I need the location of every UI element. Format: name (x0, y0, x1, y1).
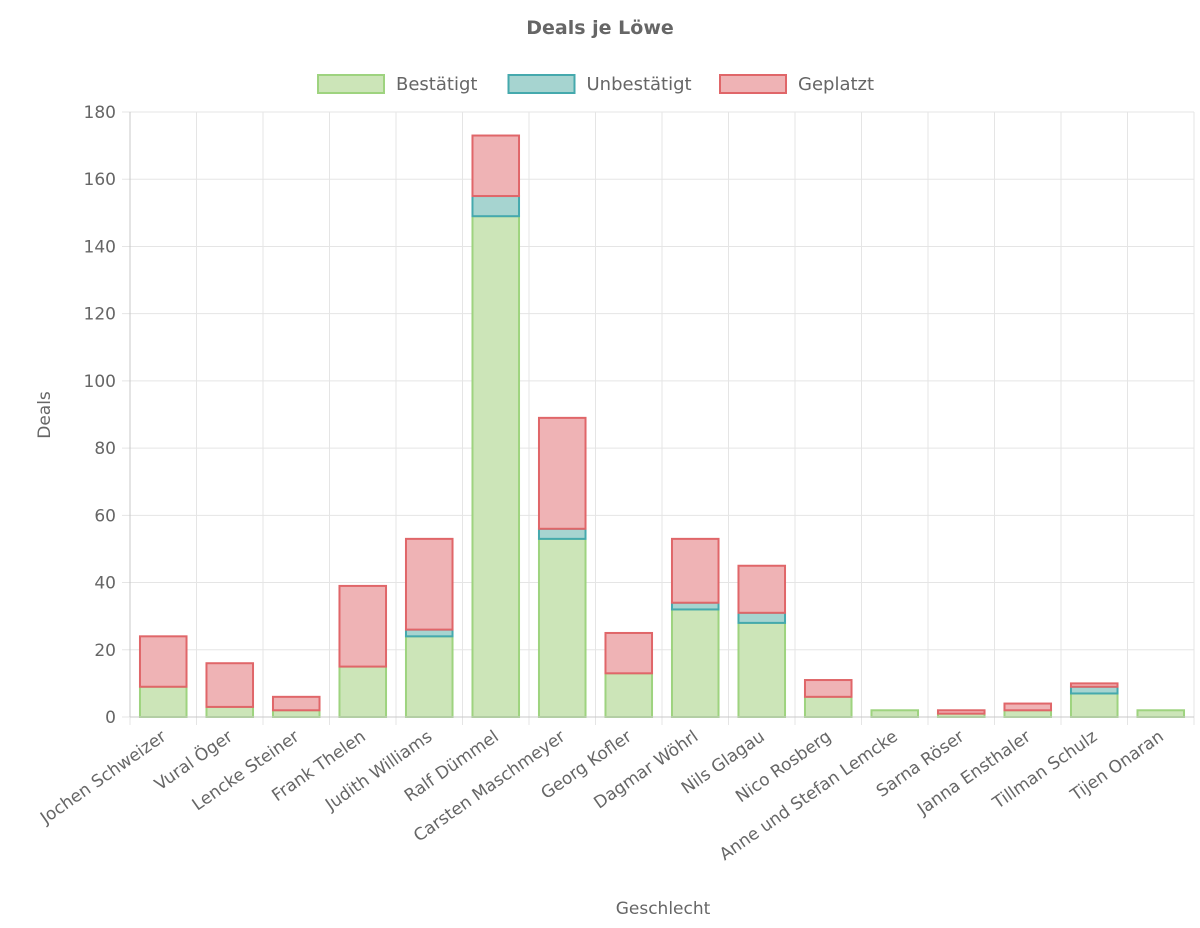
bar-geplatzt-ralf-dummel[interactable] (471, 134, 521, 198)
bar-bestatigt-lencke-steiner[interactable] (271, 709, 321, 718)
bar-bestatigt-frank-thelen[interactable] (338, 665, 388, 718)
bar-bestatigt-dagmar-wohrl[interactable] (670, 608, 720, 719)
bar-geplatzt-jochen-schweizer[interactable] (138, 635, 188, 688)
bar-bestatigt-judith-williams[interactable] (404, 635, 454, 718)
bar-geplatzt-sarna-roser[interactable] (936, 709, 986, 715)
bar-geplatzt-janna-ensthaler[interactable] (1003, 702, 1053, 712)
legend-swatch (719, 74, 787, 94)
y-tick-label: 160 (84, 170, 116, 190)
y-tick-label: 60 (94, 506, 116, 526)
bar-geplatzt-vural-oger[interactable] (205, 662, 255, 708)
bar-bestatigt-janna-ensthaler[interactable] (1003, 709, 1053, 718)
bar-bestatigt-jochen-schweizer[interactable] (138, 685, 188, 718)
x-tick-label: Janna Ensthaler (913, 727, 1034, 820)
chart-title: Deals je Löwe (526, 17, 674, 39)
bar-unbestatigt-dagmar-wohrl[interactable] (670, 601, 720, 611)
bar-bestatigt-georg-kofler[interactable] (604, 672, 654, 718)
y-tick-label: 140 (84, 237, 116, 257)
bar-bestatigt-anne-und-stefan-lemcke[interactable] (870, 709, 920, 718)
bar-unbestatigt-tillman-schulz[interactable] (1069, 685, 1119, 695)
legend-label: Unbestätigt (587, 74, 692, 95)
bar-bestatigt-tillman-schulz[interactable] (1069, 692, 1119, 719)
bar-unbestatigt-nils-glagau[interactable] (737, 611, 787, 624)
bar-geplatzt-georg-kofler[interactable] (604, 631, 654, 675)
bar-bestatigt-ralf-dummel[interactable] (471, 215, 521, 718)
legend-label: Geplatzt (798, 74, 874, 95)
legend-swatch (317, 74, 385, 94)
y-tick-label: 120 (84, 305, 116, 325)
y-tick-label: 180 (84, 103, 116, 123)
x-axis-title: Geschlecht (616, 899, 711, 919)
bar-geplatzt-dagmar-wohrl[interactable] (670, 537, 720, 604)
y-tick-label: 80 (94, 439, 116, 459)
bar-geplatzt-lencke-steiner[interactable] (271, 695, 321, 712)
y-tick-label: 40 (94, 574, 116, 594)
legend-item-geplatzt[interactable]: Geplatzt (719, 74, 874, 95)
bar-geplatzt-tillman-schulz[interactable] (1069, 682, 1119, 688)
bar-bestatigt-tijen-onaran[interactable] (1136, 709, 1186, 718)
bar-bestatigt-nils-glagau[interactable] (737, 621, 787, 719)
bar-geplatzt-nico-rosberg[interactable] (803, 679, 853, 698)
y-tick-label: 100 (84, 372, 116, 392)
bar-unbestatigt-carsten-maschmeyer[interactable] (537, 527, 587, 540)
legend-label: Bestätigt (396, 74, 477, 95)
gridlines (122, 111, 1195, 725)
y-tick-label: 0 (105, 708, 116, 728)
bar-unbestatigt-ralf-dummel[interactable] (471, 195, 521, 218)
bar-geplatzt-judith-williams[interactable] (404, 537, 454, 631)
legend-item-unbestatigt[interactable]: Unbestätigt (507, 74, 692, 95)
legend-item-bestatigt[interactable]: Bestätigt (317, 74, 477, 95)
bar-geplatzt-nils-glagau[interactable] (737, 564, 787, 614)
bar-geplatzt-frank-thelen[interactable] (338, 584, 388, 668)
y-tick-label: 20 (94, 641, 116, 661)
x-tick-label: Jochen Schweizer (36, 727, 170, 829)
bar-geplatzt-carsten-maschmeyer[interactable] (537, 416, 587, 530)
legend-swatch (507, 74, 576, 94)
bar-bestatigt-vural-oger[interactable] (205, 705, 255, 719)
bar-bestatigt-carsten-maschmeyer[interactable] (537, 537, 587, 718)
bar-bestatigt-nico-rosberg[interactable] (803, 695, 853, 718)
y-axis-title: Deals (35, 391, 55, 439)
legend: Bestätigt Unbestätigt Geplatzt (317, 74, 874, 95)
bars (138, 134, 1186, 719)
axes: 0 20 40 60 80 100 120 140 160 180 Jochen Schweizer… (36, 103, 1194, 865)
bar-unbestatigt-judith-williams[interactable] (404, 628, 454, 638)
